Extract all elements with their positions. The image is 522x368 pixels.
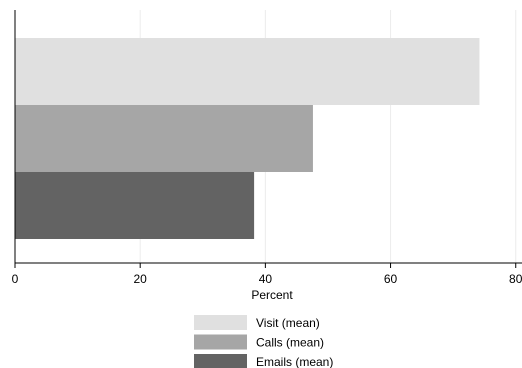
x-ticks: 0 20 40 60 80 [12,263,522,286]
x-tick-label: 20 [134,272,148,286]
legend-swatch-1 [194,334,247,350]
bars [15,38,480,239]
bar-2 [15,172,255,239]
legend-label-0: Visit (mean) [256,316,320,330]
x-tick-label: 80 [509,272,522,286]
x-tick-label: 0 [12,272,19,286]
legend-label-1: Calls (mean) [256,336,324,350]
legend-swatch-2 [194,354,247,368]
x-axis-title: Percent [251,288,293,302]
legend-swatch-0 [194,315,247,330]
x-tick-label: 60 [384,272,398,286]
bar-1 [15,105,313,172]
x-tick-label: 40 [259,272,273,286]
bar-0 [15,38,480,105]
legend-label-2: Emails (mean) [256,355,333,368]
legend: Visit (mean) Calls (mean) Emails (mean) [194,315,333,368]
axes [14,10,522,264]
